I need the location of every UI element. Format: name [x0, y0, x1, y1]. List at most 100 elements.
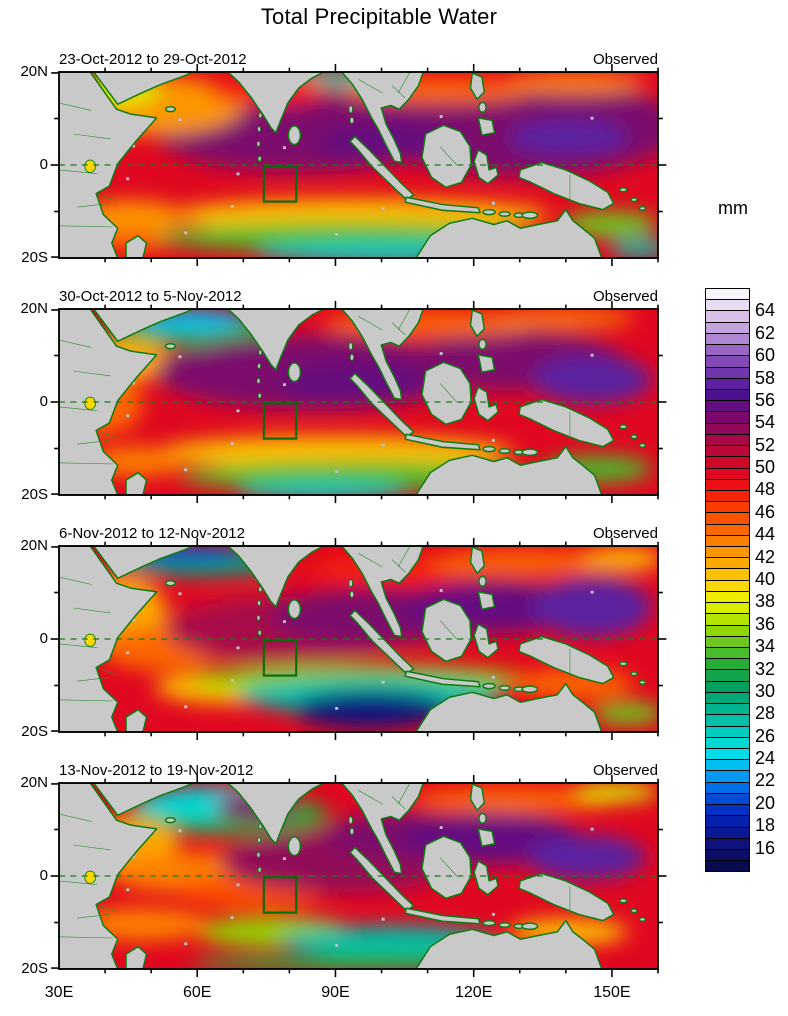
small-islands — [256, 105, 355, 162]
study-region-box — [262, 639, 298, 677]
colorbar-tick-label: 58 — [755, 367, 776, 388]
colorbar-tick-label: 26 — [755, 725, 776, 746]
colorbar-segment — [706, 502, 749, 514]
borneo — [421, 124, 472, 189]
y-axis-tick-label: 0 — [39, 867, 48, 884]
colorbar — [705, 288, 750, 872]
map-canvas — [50, 774, 667, 978]
mindanao — [477, 828, 496, 847]
socotra — [164, 105, 176, 113]
indochina — [341, 783, 424, 875]
colorbar-segment — [706, 547, 749, 559]
panel-date-range-label: 13-Nov-2012 to 19-Nov-2012 — [59, 762, 254, 779]
colorbar-segment — [706, 322, 749, 334]
panel-source-label: Observed — [592, 51, 658, 68]
timor — [521, 922, 539, 931]
new-guinea — [518, 161, 615, 211]
small-islands — [256, 342, 355, 399]
arabia — [93, 72, 194, 105]
map-panel — [50, 774, 667, 978]
small-islands — [256, 579, 355, 636]
colorbar-tick-label: 36 — [755, 613, 776, 634]
colorbar-segment — [706, 356, 749, 368]
colorbar-tick-label: 28 — [755, 703, 776, 724]
colorbar-tick-label: 34 — [755, 636, 776, 657]
y-axis-tick-label: 20S — [21, 723, 48, 740]
sri-lanka — [287, 362, 302, 383]
ocean-field — [59, 72, 658, 258]
borneo — [421, 835, 472, 900]
colorbar-segment — [706, 434, 749, 447]
colorbar-tick-label: 20 — [755, 792, 776, 813]
colorbar-segment — [706, 704, 749, 716]
panel-date-range-label: 30-Oct-2012 to 5-Nov-2012 — [59, 288, 242, 305]
panel-source-label: Observed — [592, 288, 658, 305]
y-axis-tick-label: 20S — [21, 249, 48, 266]
colorbar-segment — [706, 625, 749, 637]
madagascar — [125, 945, 148, 969]
borneo — [421, 598, 472, 663]
panel-date-range-label: 6-Nov-2012 to 12-Nov-2012 — [59, 525, 245, 542]
colorbar-tick-label: 18 — [755, 815, 776, 836]
colorbar-segment — [706, 389, 749, 402]
australia — [415, 445, 603, 495]
colorbar-segment — [706, 367, 749, 379]
colorbar-segment — [706, 423, 749, 435]
new-guinea — [518, 398, 615, 448]
luzon — [469, 546, 486, 575]
panel-border — [58, 782, 659, 970]
colorbar-segment — [706, 782, 749, 794]
y-axis-tick-label: 0 — [39, 393, 48, 410]
colorbar-tick-label: 50 — [755, 457, 776, 478]
colorbar-segment — [706, 513, 749, 525]
y-axis-tick-label: 20N — [20, 774, 48, 791]
new-guinea — [518, 635, 615, 685]
study-region-box — [262, 165, 298, 203]
map-canvas — [50, 300, 667, 504]
figure-title: Total Precipitable Water — [260, 4, 498, 29]
x-axis-tick-label: 120E — [455, 984, 493, 1001]
java — [404, 196, 481, 214]
australia — [415, 682, 603, 732]
country-borders — [59, 309, 571, 465]
colorbar-tick-label: 64 — [755, 300, 776, 321]
timor — [521, 685, 539, 694]
colorbar-segment — [706, 524, 749, 536]
colorbar-tick-label: 32 — [755, 658, 776, 679]
colorbar-segment — [706, 681, 749, 693]
luzon — [469, 72, 486, 101]
colorbar-segment — [706, 805, 749, 817]
country-borders — [59, 546, 571, 702]
colorbar-segment — [706, 603, 749, 615]
colorbar-segment — [706, 659, 749, 671]
timor — [521, 211, 539, 220]
lake-victoria — [84, 396, 96, 410]
panel-source-label: Observed — [592, 762, 658, 779]
sulawesi — [473, 623, 499, 659]
india — [227, 783, 325, 845]
arabia — [93, 546, 194, 579]
colorbar-tick-label: 40 — [755, 569, 776, 589]
colorbar-segment — [706, 648, 749, 660]
map-panel — [50, 537, 667, 741]
colorbar-tick-label: 60 — [755, 345, 776, 366]
y-axis-tick-label: 20N — [20, 63, 48, 80]
india — [227, 72, 325, 134]
panel-border — [58, 71, 659, 259]
java — [404, 670, 481, 688]
colorbar-segment — [706, 401, 749, 413]
panel-source-label: Observed — [592, 525, 658, 542]
y-axis-tick-label: 20S — [21, 486, 48, 503]
y-axis-tick-label: 0 — [39, 156, 48, 173]
sri-lanka — [287, 599, 302, 620]
luzon — [469, 783, 486, 812]
mindanao — [477, 354, 496, 373]
sri-lanka — [287, 836, 302, 857]
luzon — [469, 309, 486, 338]
colorbar-segment — [706, 816, 749, 828]
socotra — [164, 579, 176, 587]
colorbar-segment — [706, 737, 749, 749]
colorbar-segment — [706, 558, 749, 570]
colorbar-segment — [706, 311, 749, 323]
